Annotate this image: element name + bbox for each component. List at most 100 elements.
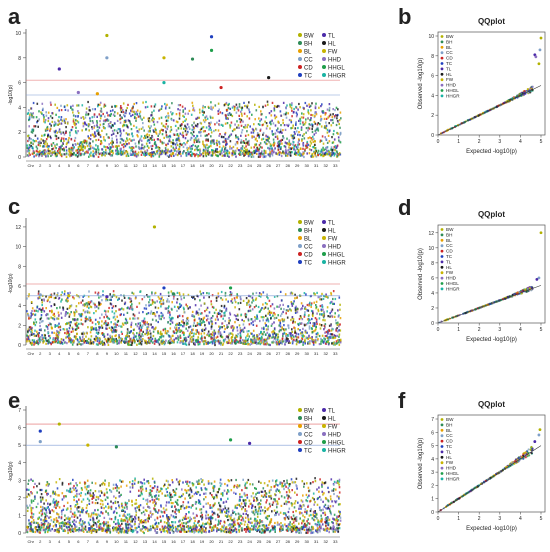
snp-point [95,144,97,147]
snp-point [44,149,46,152]
snp-point [210,303,213,306]
x-tick-label: 6 [77,163,80,168]
snp-point [251,339,254,342]
snp-point [125,338,128,341]
snp-point [185,152,187,155]
snp-point [317,338,319,341]
snp-point [304,307,307,311]
snp-point [297,143,299,147]
snp-point [58,122,61,125]
snp-point [52,142,55,145]
snp-point [70,311,72,314]
snp-point [48,322,51,325]
snp-point [193,126,196,129]
snp-point [315,320,318,323]
snp-point [132,152,135,155]
snp-point [183,333,185,337]
snp-point [98,303,100,306]
snp-point [266,331,269,334]
snp-point [125,319,128,322]
y-tick-label: 10 [15,245,21,251]
snp-point [313,292,315,295]
snp-point [214,153,217,157]
snp-point [218,119,221,122]
snp-point [195,338,198,342]
snp-point [58,130,60,133]
snp-point [335,319,337,322]
snp-point [288,139,291,142]
snp-point [66,297,68,300]
snp-point [116,342,118,345]
snp-point [301,318,304,321]
snp-point [216,139,218,142]
snp-point [136,113,138,116]
snp-point [88,129,90,132]
snp-point [92,342,94,345]
snp-point [246,104,249,107]
snp-point [298,341,301,344]
snp-point [113,326,116,329]
snp-point [138,326,141,329]
snp-point [33,309,36,312]
snp-point [83,341,86,344]
snp-point [148,138,151,141]
snp-point [146,149,149,152]
snp-point [332,108,334,111]
snp-point [202,126,205,129]
snp-point [338,152,341,155]
snp-point [120,116,123,119]
snp-point [301,338,304,341]
snp-point [302,341,304,344]
snp-point [303,107,305,110]
snp-point [114,145,117,148]
snp-point [98,342,100,345]
snp-point [311,154,313,157]
snp-point [127,119,130,122]
snp-point [304,121,307,124]
snp-point [267,328,269,331]
snp-point [27,135,29,138]
snp-point [192,335,195,338]
snp-point [299,340,302,343]
snp-point [45,342,47,345]
snp-point [91,327,93,331]
snp-point [339,141,342,144]
snp-point [37,143,40,147]
snp-point [261,138,263,141]
snp-point [60,312,62,315]
snp-point [283,318,286,321]
qq-point [528,88,531,91]
snp-point [35,321,38,324]
snp-point [167,135,170,138]
snp-point [73,319,76,322]
snp-point [207,152,209,155]
snp-point [150,152,152,155]
snp-point [72,149,74,152]
snp-point [272,314,274,317]
snp-point [245,150,248,153]
snp-point [54,339,56,342]
snp-point [140,153,143,156]
snp-point [229,145,231,148]
snp-point [310,142,313,145]
snp-point [172,141,174,145]
snp-point [122,125,124,128]
snp-point [158,117,161,120]
snp-point [195,312,198,315]
snp-point [173,330,175,333]
snp-point [145,342,148,345]
snp-point [309,144,311,147]
snp-point [253,306,256,309]
snp-point [77,295,79,298]
snp-point [244,104,246,108]
snp-point [282,119,284,122]
snp-point [26,334,28,337]
snp-point [53,318,56,321]
snp-point [159,150,161,153]
snp-point [217,330,220,333]
snp-point [138,331,141,334]
snp-point [248,330,250,333]
snp-point [144,106,147,109]
snp-point [268,299,271,302]
snp-point [44,129,47,132]
